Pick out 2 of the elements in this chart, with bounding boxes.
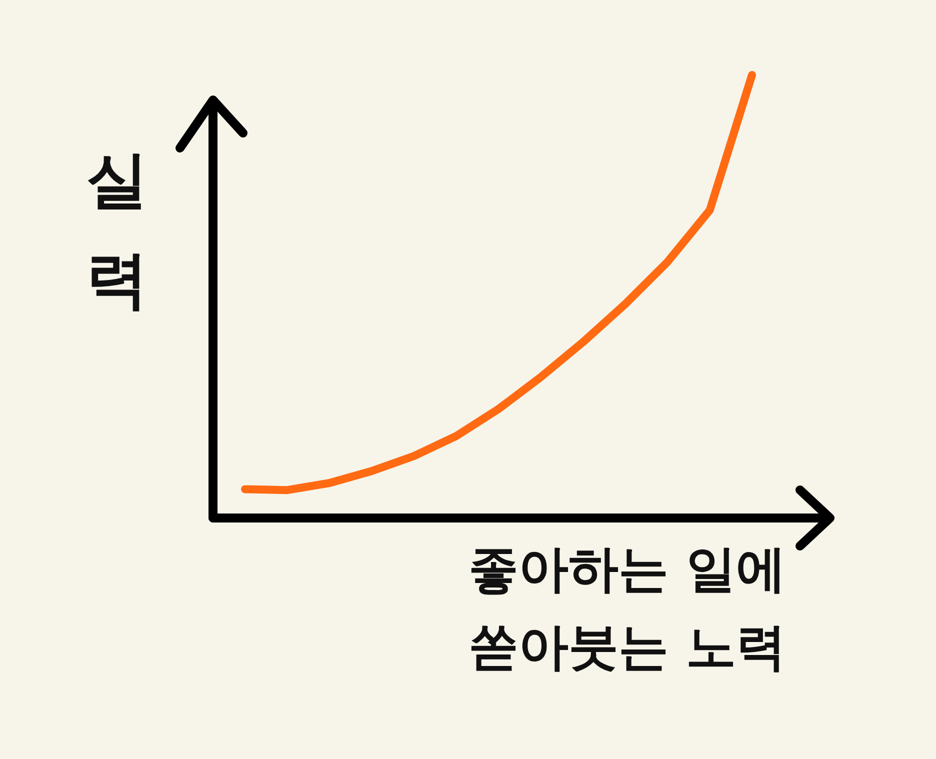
x-axis-title: 좋아하는 일에 쏟아붓는 노력 [468,539,786,678]
y-axis-title: 실력 [86,142,149,318]
